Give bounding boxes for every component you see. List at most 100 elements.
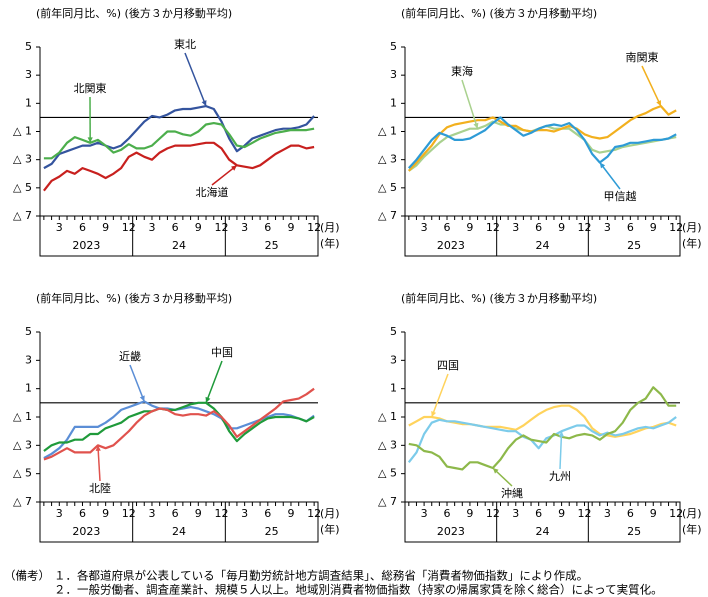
x-tick-label: 12 — [669, 507, 683, 520]
x-tick-label: 12 — [307, 507, 321, 520]
x-tick-label: 6 — [79, 221, 86, 234]
callout-arrow — [431, 373, 449, 418]
series-line — [407, 416, 677, 463]
year-unit: (年) — [320, 522, 340, 536]
x-tick-label: 3 — [512, 221, 519, 234]
y-tick-label: △ 1 — [378, 125, 397, 138]
x-tick-label: 6 — [444, 221, 451, 234]
y-tick-label: △ 1 — [13, 125, 32, 138]
series-line — [43, 401, 315, 452]
y-tick-label: 1 — [25, 382, 32, 395]
y-tick-label: △ 3 — [378, 153, 397, 166]
series-line — [43, 105, 315, 170]
year-unit: (年) — [320, 236, 340, 250]
y-tick-label: 5 — [390, 325, 397, 338]
callout-arrowhead — [473, 122, 479, 129]
year-label: 25 — [265, 525, 279, 538]
callout-arrowhead — [87, 137, 93, 143]
x-tick-label: 6 — [535, 221, 542, 234]
series-line — [408, 404, 677, 438]
y-tick-label: 1 — [390, 382, 397, 395]
series-label: 北関東 — [74, 82, 107, 95]
callout-arrowhead — [599, 162, 606, 169]
y-tick-label: 3 — [390, 353, 397, 366]
x-tick-label: 12 — [214, 221, 228, 234]
x-tick-label: 9 — [650, 221, 657, 234]
callout-arrowhead — [201, 100, 207, 107]
x-axis-box — [404, 215, 681, 257]
series-label: 九州 — [549, 470, 571, 483]
series-line — [407, 116, 677, 169]
callout-arrowhead — [205, 396, 211, 403]
y-tick-label: 5 — [390, 40, 397, 53]
x-tick-label: 9 — [195, 507, 202, 520]
year-label: 25 — [627, 239, 641, 252]
series-line — [408, 386, 677, 471]
y-tick-label: △ 7 — [378, 209, 397, 222]
callout-arrow — [97, 445, 101, 482]
note: １．各都道府県が公表している「毎月勤労統計地方調査結果」、総務省「消費者物価指数… — [54, 569, 588, 583]
x-tick-label: 12 — [307, 221, 321, 234]
note: ２．一般労働者、調査産業計、規模５人以上。地域別消費者物価指数（持家の帰属家賃を… — [54, 583, 663, 597]
series-line — [43, 141, 315, 192]
y-tick-label: △ 5 — [378, 467, 397, 480]
callout-arrowhead — [431, 411, 437, 417]
y-tick-label: △ 3 — [13, 153, 32, 166]
chart-title: (前年同月比、%) (後方３か月移動平均) — [36, 291, 232, 305]
y-tick-label: 3 — [390, 68, 397, 81]
year-label: 24 — [536, 239, 550, 252]
y-tick-label: △ 7 — [378, 495, 397, 508]
x-tick-label: 6 — [172, 221, 179, 234]
callout-arrowhead — [95, 445, 101, 451]
callout-arrowhead — [656, 100, 661, 107]
x-unit: (月) — [682, 221, 702, 234]
y-tick-label: △ 5 — [13, 467, 32, 480]
y-tick-label: 5 — [25, 40, 32, 53]
x-tick-label: 6 — [627, 221, 634, 234]
year-label: 2023 — [72, 239, 100, 252]
series-label: 沖縄 — [501, 486, 523, 500]
x-tick-label: 3 — [421, 507, 428, 520]
x-unit: (月) — [320, 507, 340, 520]
callout-arrowhead — [492, 468, 499, 474]
series-label: 東北 — [174, 38, 196, 51]
y-tick-label: △ 7 — [13, 495, 32, 508]
y-tick-label: △ 5 — [13, 181, 32, 194]
x-tick-label: 12 — [122, 221, 136, 234]
x-unit: (月) — [320, 221, 340, 234]
series-label: 東海 — [451, 64, 473, 78]
x-tick-label: 3 — [241, 221, 248, 234]
callout-arrow — [184, 52, 207, 107]
series-label: 中国 — [211, 346, 233, 359]
x-tick-label: 9 — [195, 221, 202, 234]
year-label: 2023 — [437, 525, 465, 538]
series-label: 南関東 — [626, 51, 659, 64]
x-unit: (月) — [682, 507, 702, 520]
x-tick-label: 12 — [578, 507, 592, 520]
year-label: 24 — [172, 525, 186, 538]
x-tick-label: 3 — [512, 507, 519, 520]
x-tick-label: 3 — [148, 221, 155, 234]
callout-arrow — [641, 65, 662, 107]
x-tick-label: 12 — [214, 507, 228, 520]
series-label: 北海道 — [196, 185, 229, 199]
x-tick-label: 12 — [486, 221, 500, 234]
year-label: 2023 — [437, 239, 465, 252]
series-label: 近畿 — [119, 349, 141, 363]
chart-title: (前年同月比、%) (後方３か月移動平均) — [401, 6, 597, 20]
series-line — [43, 387, 315, 461]
y-tick-label: △ 3 — [13, 438, 32, 451]
x-tick-label: 6 — [172, 507, 179, 520]
x-tick-label: 3 — [241, 507, 248, 520]
callout-arrowhead — [139, 395, 145, 402]
x-tick-label: 6 — [79, 507, 86, 520]
chart-title: (前年同月比、%) (後方３か月移動平均) — [36, 6, 232, 20]
x-tick-label: 6 — [264, 507, 271, 520]
year-label: 2023 — [72, 525, 100, 538]
year-label: 25 — [627, 525, 641, 538]
x-tick-label: 6 — [444, 507, 451, 520]
y-tick-label: △ 1 — [378, 410, 397, 423]
x-tick-label: 3 — [604, 507, 611, 520]
x-axis-box — [39, 501, 319, 543]
x-tick-label: 12 — [669, 221, 683, 234]
